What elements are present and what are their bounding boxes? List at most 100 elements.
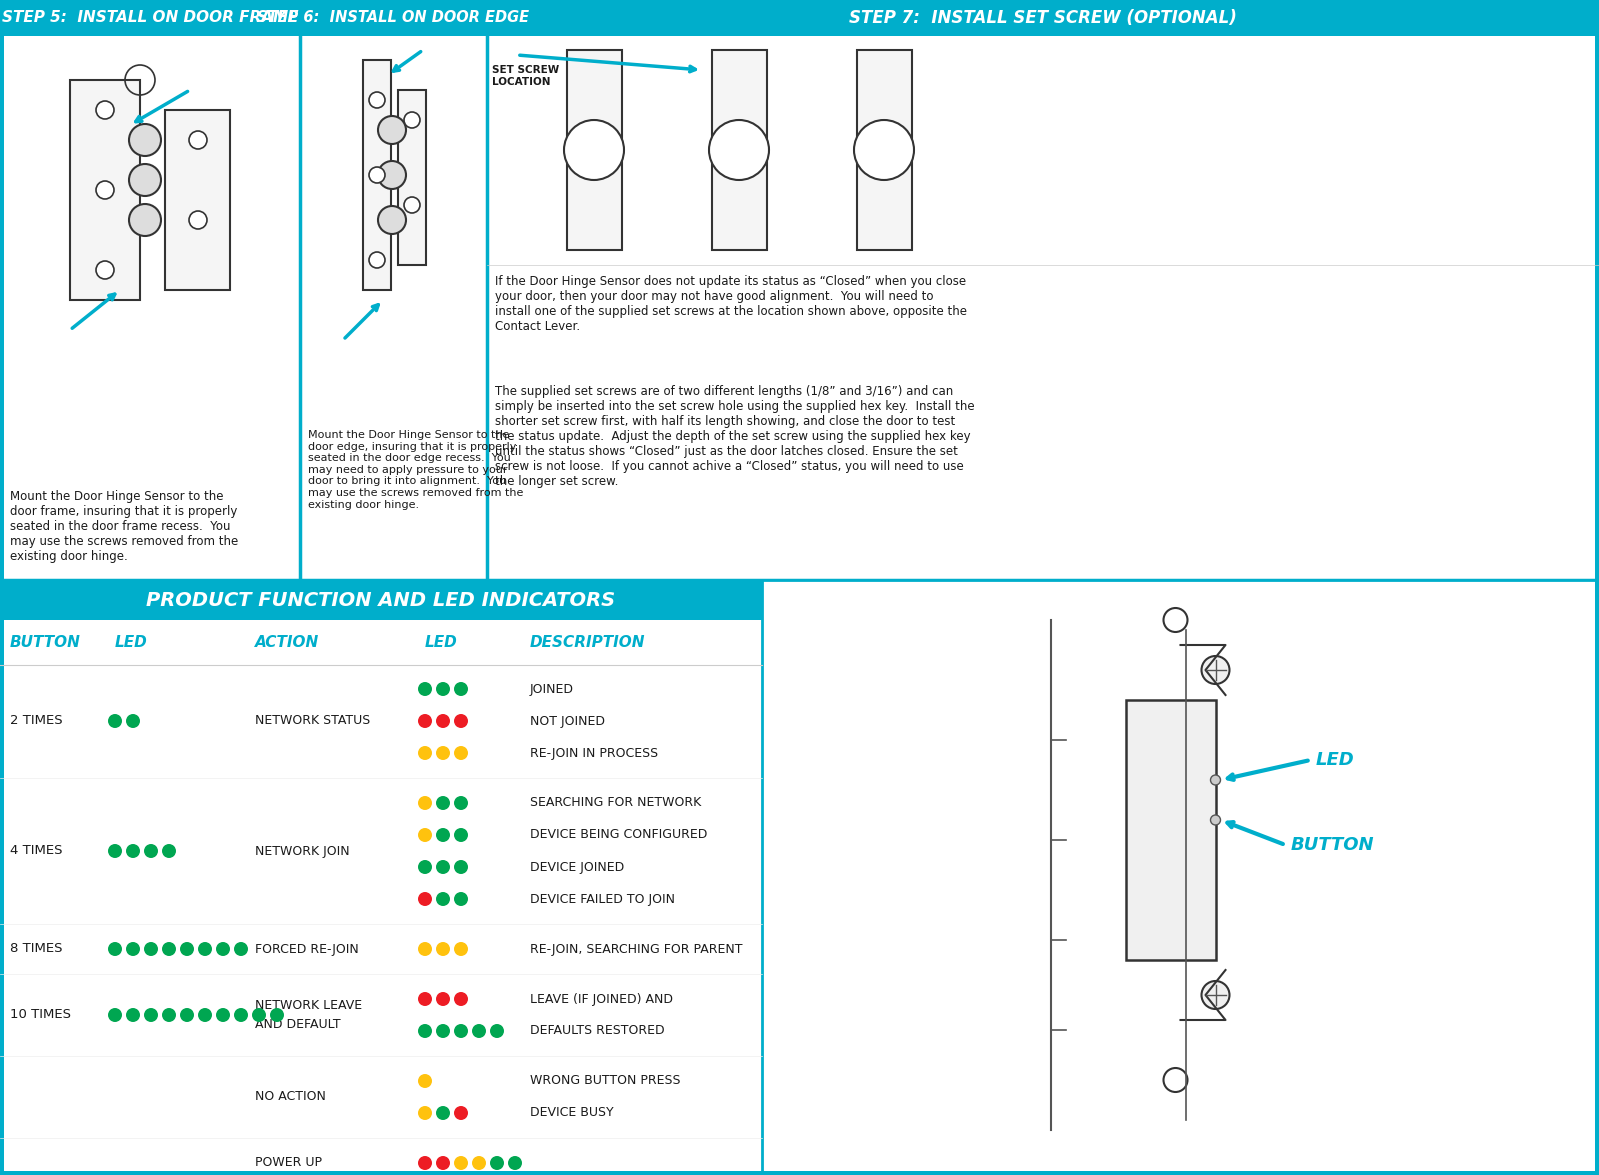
- Circle shape: [564, 120, 624, 180]
- Bar: [165, 110, 230, 290]
- Circle shape: [454, 860, 469, 874]
- Text: DEFAULTS RESTORED: DEFAULTS RESTORED: [529, 1025, 665, 1038]
- Text: If the Door Hinge Sensor does not update its status as “Closed” when you close
y: If the Door Hinge Sensor does not update…: [496, 275, 967, 333]
- Circle shape: [489, 1156, 504, 1170]
- Text: NOT JOINED: NOT JOINED: [529, 714, 604, 727]
- Circle shape: [233, 1008, 248, 1022]
- Bar: [398, 90, 425, 266]
- Circle shape: [405, 197, 421, 213]
- Text: POWER UP: POWER UP: [254, 1156, 321, 1169]
- Circle shape: [454, 746, 469, 760]
- Circle shape: [437, 828, 449, 842]
- Bar: [568, 51, 622, 250]
- Circle shape: [369, 92, 385, 108]
- Circle shape: [161, 1008, 176, 1022]
- Text: LEAVE (IF JOINED) AND: LEAVE (IF JOINED) AND: [529, 993, 673, 1006]
- Circle shape: [96, 181, 114, 199]
- Circle shape: [454, 942, 469, 956]
- Circle shape: [144, 844, 158, 858]
- Circle shape: [454, 1156, 469, 1170]
- Circle shape: [198, 1008, 213, 1022]
- Text: WRONG BUTTON PRESS: WRONG BUTTON PRESS: [529, 1074, 681, 1088]
- Circle shape: [369, 167, 385, 183]
- Circle shape: [454, 795, 469, 810]
- Text: LED: LED: [1316, 751, 1354, 768]
- Text: 2 TIMES: 2 TIMES: [10, 714, 62, 727]
- Circle shape: [377, 206, 406, 234]
- Text: STEP 5:  INSTALL ON DOOR FRAME: STEP 5: INSTALL ON DOOR FRAME: [2, 11, 299, 26]
- Circle shape: [437, 942, 449, 956]
- Text: STEP 6:  INSTALL ON DOOR EDGE: STEP 6: INSTALL ON DOOR EDGE: [257, 11, 529, 26]
- Circle shape: [181, 942, 193, 956]
- Circle shape: [126, 714, 141, 728]
- Circle shape: [454, 1106, 469, 1120]
- Circle shape: [454, 714, 469, 728]
- Bar: [857, 51, 911, 250]
- Circle shape: [454, 828, 469, 842]
- Circle shape: [417, 1106, 432, 1120]
- Circle shape: [417, 1074, 432, 1088]
- Circle shape: [508, 1156, 521, 1170]
- Bar: [301, 0, 488, 36]
- Circle shape: [270, 1008, 285, 1022]
- Circle shape: [1164, 607, 1188, 632]
- Text: DESCRIPTION: DESCRIPTION: [529, 634, 646, 650]
- Text: NETWORK LEAVE: NETWORK LEAVE: [254, 999, 361, 1012]
- Bar: [763, 580, 1599, 1175]
- Text: DEVICE JOINED: DEVICE JOINED: [529, 860, 624, 873]
- Circle shape: [109, 1008, 122, 1022]
- Circle shape: [253, 1008, 265, 1022]
- Circle shape: [437, 1023, 449, 1038]
- Text: SET SCREW
LOCATION: SET SCREW LOCATION: [492, 65, 560, 87]
- Bar: [1126, 700, 1215, 960]
- Text: AND DEFAULT: AND DEFAULT: [254, 1018, 341, 1032]
- Circle shape: [472, 1156, 486, 1170]
- Bar: [712, 51, 768, 250]
- Bar: [0, 0, 301, 36]
- Circle shape: [144, 942, 158, 956]
- Text: Mount the Door Hinge Sensor to the
door edge, insuring that it is properly
seate: Mount the Door Hinge Sensor to the door …: [309, 430, 523, 510]
- Bar: [0, 580, 1599, 1175]
- Circle shape: [489, 1023, 504, 1038]
- Circle shape: [417, 942, 432, 956]
- Circle shape: [144, 1008, 158, 1022]
- Circle shape: [1210, 776, 1220, 785]
- Text: RE-JOIN, SEARCHING FOR PARENT: RE-JOIN, SEARCHING FOR PARENT: [529, 942, 742, 955]
- Bar: [0, 0, 5, 1175]
- Circle shape: [1164, 1068, 1188, 1092]
- Text: Mount the Door Hinge Sensor to the
door frame, insuring that it is properly
seat: Mount the Door Hinge Sensor to the door …: [10, 490, 238, 563]
- Circle shape: [181, 1008, 193, 1022]
- Circle shape: [1210, 815, 1220, 825]
- Circle shape: [198, 942, 213, 956]
- Bar: [70, 80, 141, 300]
- Circle shape: [437, 746, 449, 760]
- Circle shape: [233, 942, 248, 956]
- Circle shape: [417, 892, 432, 906]
- Text: LED: LED: [425, 634, 457, 650]
- Circle shape: [854, 120, 915, 180]
- Circle shape: [454, 992, 469, 1006]
- Circle shape: [369, 251, 385, 268]
- Circle shape: [109, 942, 122, 956]
- Text: LED: LED: [115, 634, 147, 650]
- Circle shape: [189, 130, 206, 149]
- Text: DEVICE BEING CONFIGURED: DEVICE BEING CONFIGURED: [529, 828, 707, 841]
- Text: PRODUCT FUNCTION AND LED INDICATORS: PRODUCT FUNCTION AND LED INDICATORS: [147, 591, 616, 610]
- Bar: [0, 0, 1599, 580]
- Text: 4 TIMES: 4 TIMES: [10, 845, 62, 858]
- Bar: [363, 60, 392, 290]
- Circle shape: [405, 112, 421, 128]
- Text: BUTTON: BUTTON: [10, 634, 82, 650]
- Circle shape: [377, 161, 406, 189]
- Circle shape: [417, 860, 432, 874]
- Text: FORCED RE-JOIN: FORCED RE-JOIN: [254, 942, 358, 955]
- Circle shape: [437, 714, 449, 728]
- Bar: [0, 0, 1599, 4]
- Circle shape: [437, 795, 449, 810]
- Circle shape: [417, 992, 432, 1006]
- Circle shape: [437, 860, 449, 874]
- Circle shape: [216, 942, 230, 956]
- Circle shape: [454, 1023, 469, 1038]
- Circle shape: [437, 682, 449, 696]
- Circle shape: [109, 844, 122, 858]
